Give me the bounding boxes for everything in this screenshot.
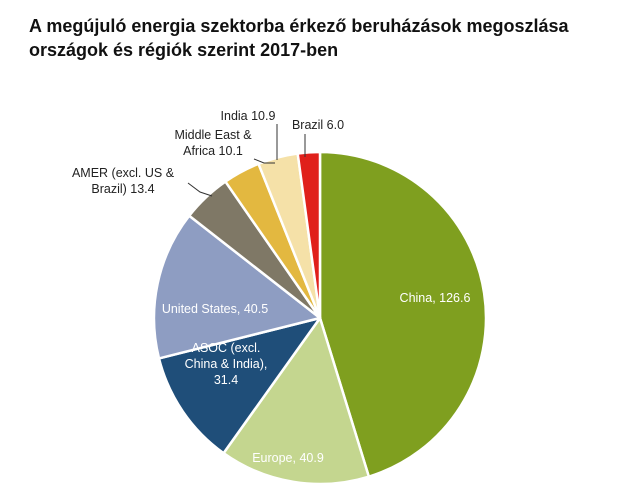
leader-line-amer-excl-us-brazil — [187, 182, 213, 197]
chart-title-line-1: A megújuló energia szektorba érkező beru… — [29, 16, 569, 36]
slice-label-line: United States, 40.5 — [162, 302, 268, 316]
slice-label-line: Brazil) 13.4 — [91, 182, 154, 196]
slice-label-line: 31.4 — [214, 373, 238, 387]
slice-label-line: India 10.9 — [221, 109, 276, 123]
leader-line-middle-east-africa — [253, 158, 275, 164]
pie-slice-united-states — [152, 214, 322, 360]
slice-label-europe: Europe, 40.9 — [252, 451, 324, 465]
chart-title: A megújuló energia szektorba érkező beru… — [29, 14, 619, 62]
slice-label-amer-excl-us-brazil: AMER (excl. US & Brazil) 13.4 — [72, 166, 175, 196]
slice-label-united-states: United States, 40.5 — [162, 302, 268, 316]
slice-label-china: China, 126.6 — [400, 291, 471, 305]
slice-label-line: AMER (excl. US & — [72, 166, 175, 180]
pie-slice-brazil — [296, 150, 322, 320]
slice-label-line: Africa 10.1 — [183, 144, 243, 158]
slice-label-brazil: Brazil 6.0 — [292, 118, 344, 132]
slice-label-line: ASOC (excl. — [192, 341, 261, 355]
slice-label-india: India 10.9 — [221, 109, 276, 123]
slice-label-line: Middle East & — [174, 128, 252, 142]
slice-label-line: Brazil 6.0 — [292, 118, 344, 132]
pie-slice-asoc-excl-china-india — [157, 316, 322, 455]
slice-label-line: China & India), — [185, 357, 268, 371]
pie-slice-europe — [222, 316, 371, 486]
pie-slice-china — [318, 150, 488, 478]
slice-label-line: China, 126.6 — [400, 291, 471, 305]
chart-title-line-2: országok és régiók szerint 2017-ben — [29, 40, 339, 60]
slice-label-middle-east-africa: Middle East & Africa 10.1 — [174, 128, 252, 158]
slice-label-asoc-excl-china-india: ASOC (excl. China & India), 31.4 — [185, 341, 268, 387]
slice-label-line: Europe, 40.9 — [252, 451, 324, 465]
